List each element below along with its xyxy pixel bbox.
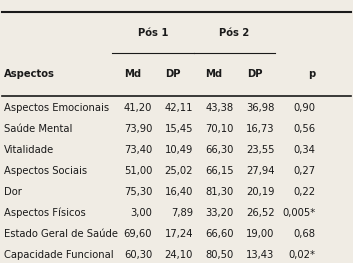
Text: 16,73: 16,73 [246,124,275,134]
Text: 70,10: 70,10 [205,124,234,134]
Text: Vitalidade: Vitalidade [4,145,54,155]
Text: 0,34: 0,34 [293,145,315,155]
Text: 51,00: 51,00 [124,166,152,176]
Text: 66,15: 66,15 [205,166,234,176]
Text: Aspectos: Aspectos [4,69,55,79]
Text: Md: Md [124,69,141,79]
Text: p: p [308,69,315,79]
Text: 60,30: 60,30 [124,250,152,260]
Text: 81,30: 81,30 [205,187,234,197]
Text: 24,10: 24,10 [164,250,193,260]
Text: 69,60: 69,60 [124,229,152,239]
Text: 20,19: 20,19 [246,187,275,197]
Text: Aspectos Emocionais: Aspectos Emocionais [4,103,109,113]
Text: 7,89: 7,89 [171,208,193,218]
Text: 66,30: 66,30 [205,145,234,155]
Text: 73,90: 73,90 [124,124,152,134]
Text: 0,22: 0,22 [293,187,315,197]
Text: 27,94: 27,94 [246,166,275,176]
Text: 0,90: 0,90 [293,103,315,113]
Text: 15,45: 15,45 [164,124,193,134]
Text: 16,40: 16,40 [164,187,193,197]
Text: 10,49: 10,49 [164,145,193,155]
Text: 41,20: 41,20 [124,103,152,113]
Text: Pós 2: Pós 2 [219,28,250,38]
Text: 17,24: 17,24 [164,229,193,239]
Text: 0,56: 0,56 [293,124,315,134]
Text: 0,68: 0,68 [293,229,315,239]
Text: 66,60: 66,60 [205,229,234,239]
Text: Pós 1: Pós 1 [138,28,168,38]
Text: 13,43: 13,43 [246,250,275,260]
Text: 33,20: 33,20 [205,208,234,218]
Text: 0,005*: 0,005* [282,208,315,218]
Text: DP: DP [166,69,181,79]
Text: Estado Geral de Saúde: Estado Geral de Saúde [4,229,118,239]
Text: 25,02: 25,02 [164,166,193,176]
Text: 42,11: 42,11 [164,103,193,113]
Text: 75,30: 75,30 [124,187,152,197]
Text: DP: DP [247,69,263,79]
Text: Aspectos Físicos: Aspectos Físicos [4,208,85,218]
Text: 0,02*: 0,02* [288,250,315,260]
Text: Capacidade Funcional: Capacidade Funcional [4,250,113,260]
Text: 3,00: 3,00 [130,208,152,218]
Text: 80,50: 80,50 [205,250,234,260]
Text: 73,40: 73,40 [124,145,152,155]
Text: 23,55: 23,55 [246,145,275,155]
Text: 0,27: 0,27 [293,166,315,176]
Text: 26,52: 26,52 [246,208,275,218]
Text: Dor: Dor [4,187,22,197]
Text: 36,98: 36,98 [246,103,275,113]
Text: Saúde Mental: Saúde Mental [4,124,72,134]
Text: 43,38: 43,38 [205,103,234,113]
Text: 19,00: 19,00 [246,229,275,239]
Text: Md: Md [205,69,222,79]
Text: Aspectos Sociais: Aspectos Sociais [4,166,87,176]
